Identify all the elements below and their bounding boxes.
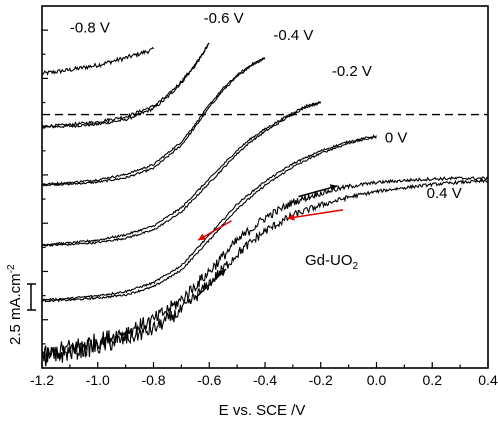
sample-annotation-main: Gd-UO	[305, 252, 353, 269]
x-axis-ticks: -1.2 -1.0 -0.8 -0.6 -0.4 -0.2 0.0 0.2 0.4	[30, 362, 498, 388]
direction-arrow-head	[218, 269, 226, 277]
direction-arrow-shaft	[194, 268, 227, 299]
sample-annotation-subscript: 2	[353, 261, 359, 272]
curve--06V-pass-1	[41, 42, 210, 130]
series-label-group: -0.8 V -0.6 V -0.4 V -0.2 V 0 V 0.4 V	[70, 10, 462, 202]
y-axis-label-superscript: -2	[6, 264, 17, 273]
x-tick-label: -0.2	[309, 372, 333, 388]
y-axis-label: 2.5 mA.cm-2	[6, 264, 24, 345]
x-tick-label: 0.4	[478, 372, 498, 388]
curve--02V-pass-2	[41, 101, 322, 246]
x-tick-label: 0.2	[423, 372, 443, 388]
sample-annotation: Gd-UO2	[305, 252, 359, 272]
curve-0V-pass-1	[41, 136, 377, 303]
x-tick-label: -0.4	[253, 372, 277, 388]
y-axis-label-main: 2.5 mA.cm	[7, 273, 24, 345]
curve-04V-pass-2	[41, 175, 489, 363]
series-label: -0.6 V	[204, 10, 244, 27]
curve--08V-pass-1	[41, 46, 154, 76]
series-label: 0.4 V	[427, 185, 462, 202]
curve--06V-pass-2	[41, 42, 210, 128]
direction-arrow-shaft	[287, 209, 344, 220]
arrow-group	[194, 184, 344, 299]
series-label: -0.2 V	[332, 63, 372, 80]
curve-group	[41, 42, 489, 367]
scale-bar	[27, 283, 36, 311]
series-label: 0 V	[385, 129, 408, 146]
x-axis-label: E vs. SCE /V	[219, 402, 306, 419]
x-tick-label: -1.0	[86, 372, 110, 388]
series-label: -0.8 V	[70, 20, 110, 37]
y-axis-ticks	[42, 29, 48, 345]
x-tick-label: -0.6	[197, 372, 221, 388]
curve--04V-pass-1	[41, 58, 266, 187]
x-tick-label: -1.2	[30, 372, 54, 388]
x-tick-label: 0.0	[367, 372, 387, 388]
curve-0V-pass-2	[41, 134, 377, 302]
curve--02V-pass-1	[41, 102, 321, 247]
direction-arrow-head	[329, 184, 338, 192]
curve--04V-pass-2	[41, 57, 266, 186]
x-tick-label: -0.8	[141, 372, 165, 388]
series-label: -0.4 V	[273, 27, 313, 44]
direction-arrow-head	[287, 213, 295, 221]
direction-arrow-head	[198, 233, 206, 241]
